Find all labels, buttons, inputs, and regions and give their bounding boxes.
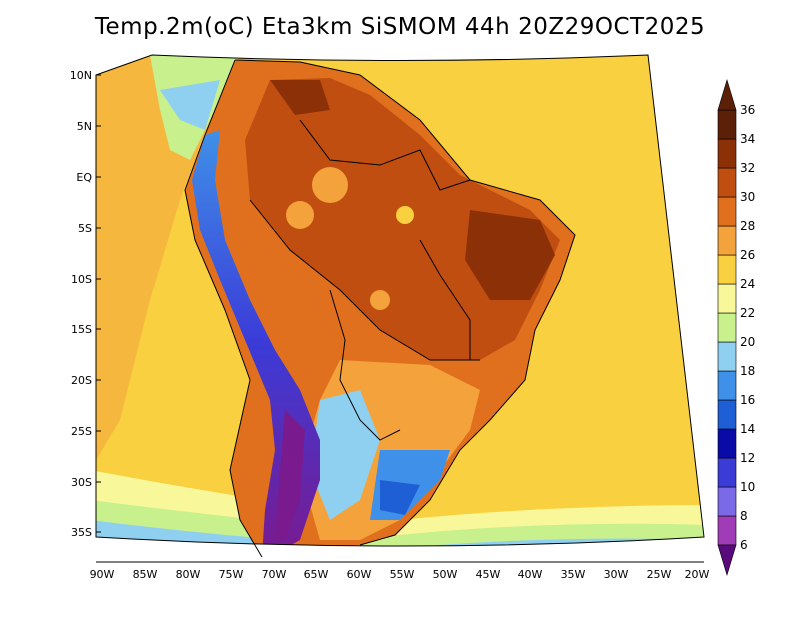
lon-label: 75W (219, 568, 244, 581)
temperature-field (96, 55, 704, 546)
colorbar-swatch (717, 370, 737, 401)
colorbar-label: 32 (740, 161, 755, 175)
lat-label: 5N (77, 120, 92, 133)
lat-label: 20S (71, 374, 92, 387)
lat-label: 30S (71, 476, 92, 489)
lon-label: 85W (133, 568, 158, 581)
lon-label: 90W (90, 568, 115, 581)
colorbar-swatch (717, 312, 737, 343)
lon-label: 65W (304, 568, 329, 581)
colorbar-label: 36 (740, 103, 755, 117)
colorbar-label: 34 (740, 132, 755, 146)
lat-label: 25S (71, 425, 92, 438)
lon-label: 25W (647, 568, 672, 581)
lat-label: 5S (78, 222, 92, 235)
colorbar-label: 24 (740, 277, 755, 291)
colorbar-label: 6 (740, 538, 748, 552)
colorbar-high-arrow (717, 78, 737, 111)
lon-label: 70W (262, 568, 287, 581)
colorbar-swatch (717, 486, 737, 517)
colorbar-swatch (717, 138, 737, 169)
colorbar-swatch (717, 457, 737, 488)
lat-label: 15S (71, 323, 92, 336)
colorbar: 6 8 10 12 14 16 18 20 22 24 26 28 30 32 34 36 (717, 78, 755, 577)
latitude-axis: 10N 5N EQ 5S 10S 15S 20S 25S 30S 35S (70, 69, 101, 539)
map-title: Temp.2m(oC) Eta3km SiSMOM 44h 20Z29OCT20… (94, 14, 706, 40)
colorbar-label: 12 (740, 451, 755, 465)
lon-label: 35W (561, 568, 586, 581)
lat-label: 10N (70, 69, 92, 82)
colorbar-label: 28 (740, 219, 755, 233)
colorbar-swatch (717, 428, 737, 459)
lon-label: 60W (347, 568, 372, 581)
colorbar-swatch (717, 341, 737, 372)
lat-label: 10S (71, 273, 92, 286)
lon-label: 30W (604, 568, 629, 581)
lon-label: 80W (176, 568, 201, 581)
colorbar-swatch (717, 254, 737, 285)
colorbar-label: 14 (740, 422, 755, 436)
longitude-axis: 90W 85W 80W 75W 70W 65W 60W 55W 50W 45W … (90, 561, 710, 581)
colorbar-label: 18 (740, 364, 755, 378)
colorbar-label: 30 (740, 190, 755, 204)
lat-label: 35S (71, 526, 92, 539)
colorbar-swatch (717, 196, 737, 227)
colorbar-label: 16 (740, 393, 755, 407)
lon-label: 40W (518, 568, 543, 581)
coastline (184, 59, 576, 558)
colorbar-swatch (717, 515, 737, 546)
colorbar-low-arrow (717, 544, 737, 577)
colorbar-swatch (717, 283, 737, 314)
colorbar-swatch (717, 109, 737, 140)
colorbar-label: 10 (740, 480, 755, 494)
colorbar-swatch (717, 167, 737, 198)
lon-label: 50W (433, 568, 458, 581)
colorbar-label: 22 (740, 306, 755, 320)
lon-label: 55W (390, 568, 415, 581)
colorbar-label: 20 (740, 335, 755, 349)
lon-label: 45W (476, 568, 501, 581)
colorbar-swatch (717, 399, 737, 430)
lon-label: 20W (685, 568, 710, 581)
lat-label: EQ (76, 171, 92, 184)
colorbar-swatch (717, 225, 737, 256)
colorbar-label: 8 (740, 509, 748, 523)
colorbar-label: 26 (740, 248, 755, 262)
